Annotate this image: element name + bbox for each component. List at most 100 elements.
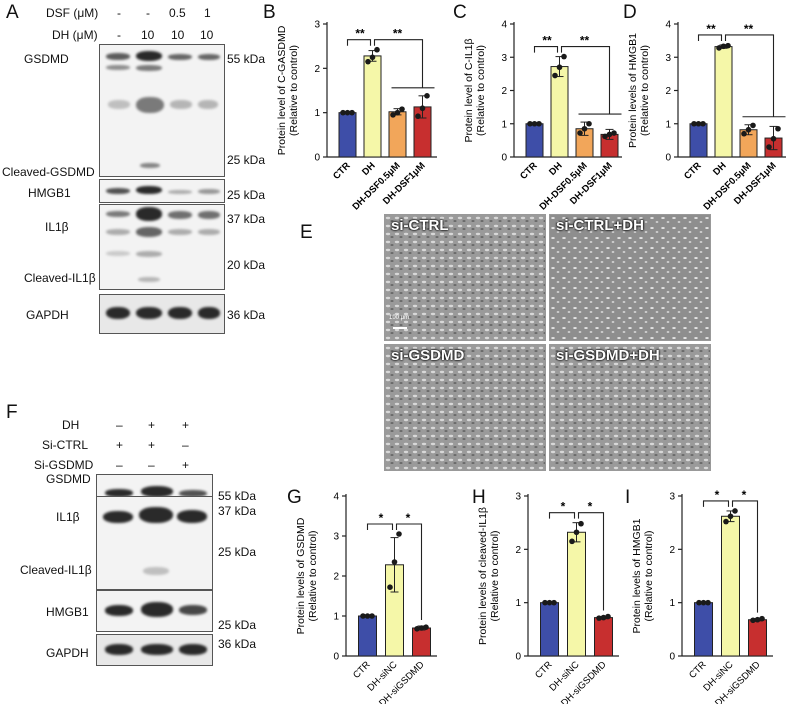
data-point-DH-siNC — [396, 531, 402, 537]
x-tick-label-CTR: CTR — [682, 160, 704, 182]
marker-20kda-a: 20 kDa — [227, 258, 266, 272]
data-point-DH-siNC — [391, 559, 398, 565]
dh-value-lane4: 10 — [200, 28, 214, 42]
scale-bar — [393, 327, 407, 329]
y-tick-label: 0 — [333, 652, 339, 663]
y-axis-label-line-2: (Relative to control) — [639, 45, 651, 136]
micrograph-label-si-gsdmd: si-GSDMD — [391, 347, 465, 364]
y-tick-label: 1 — [515, 598, 521, 609]
data-point-DH — [374, 46, 380, 53]
data-point-DH-DSF1μM — [424, 93, 430, 99]
dsf-value-lane1: - — [117, 6, 121, 20]
y-tick-label: 0 — [665, 153, 671, 164]
y-tick-label: 1 — [669, 598, 675, 609]
data-point-DH-siGSDMD — [600, 614, 607, 621]
significance-bracket-1 — [366, 523, 394, 530]
bar-DH — [714, 46, 733, 158]
y-tick-label: 2 — [515, 545, 521, 556]
data-point-CTR — [360, 613, 366, 619]
data-point-DH-siGSDMD — [759, 615, 765, 622]
data-point-CTR — [546, 599, 553, 606]
label-hmgb1-a: HMGB1 — [28, 186, 71, 200]
data-point-CTR — [531, 120, 538, 127]
significance-mark-2: * — [588, 500, 593, 514]
y-tick-label: 4 — [333, 492, 339, 503]
label-il1b-a: IL1β — [45, 220, 69, 234]
data-point-DH-DSF1μM — [611, 130, 617, 136]
data-point-CTR — [700, 120, 706, 127]
f-dh-lane2: + — [148, 418, 156, 432]
data-point-DH-siNC — [387, 584, 393, 590]
x-tick-label-CTR: CTR — [533, 659, 555, 681]
data-point-DH — [556, 64, 563, 71]
data-point-DH-DSF0.5μM — [745, 126, 752, 133]
blot-il1b-a — [99, 204, 225, 290]
micrograph-label-si-ctrl-dh: si-CTRL+DH — [556, 217, 644, 234]
chart-hmgb1-sirna: Protein levels of HMGB1 (Relative to cont… — [631, 488, 773, 704]
x-tick-label-DH: DH — [711, 160, 729, 178]
data-point-DH-DSF1μM — [766, 144, 772, 150]
dsf-value-lane2: - — [146, 6, 150, 20]
significance-bracket-2 — [560, 46, 611, 115]
data-point-DH-siNC — [578, 520, 584, 527]
significance-bracket-2 — [724, 34, 775, 117]
panel-label-d: D — [623, 2, 637, 23]
micrograph-label-si-gsdmd-dh: si-GSDMD+DH — [556, 347, 660, 364]
marker-55kda-a: 55 kDa — [227, 52, 266, 66]
data-point-DH-DSF1μM — [415, 113, 421, 120]
data-point-DH-siGSDMD — [605, 613, 611, 620]
dsf-header-label: DSF (μM) — [46, 6, 99, 20]
x-tick-label-CTR: CTR — [351, 659, 373, 681]
data-point-CTR — [349, 109, 355, 116]
y-tick-label: 3 — [314, 20, 320, 31]
dh-value-lane2: 10 — [141, 28, 155, 42]
f-sigsdmd-lane3: + — [182, 458, 190, 472]
data-point-DH-siNC — [569, 538, 575, 545]
y-axis-label-line-1: Protein levels of HMGB1 — [631, 518, 643, 633]
y-tick-label: 3 — [515, 492, 521, 503]
data-point-DH-siNC — [723, 518, 729, 525]
y-tick-label: 1 — [501, 119, 507, 130]
marker-37kda-a: 37 kDa — [227, 212, 266, 226]
data-point-DH — [720, 43, 727, 50]
data-point-DH-siNC — [573, 529, 580, 536]
bar-DH-siNC — [567, 531, 586, 657]
data-point-DH — [561, 53, 567, 60]
marker-37kda-f: 37 kDa — [218, 504, 257, 518]
y-tick-label: 2 — [501, 86, 507, 97]
label-gsdmd-a: GSDMD — [24, 52, 69, 66]
y-tick-label: 2 — [333, 572, 339, 583]
chart-c-il1b: Protein level of C-IL1β (Relative to cont… — [463, 20, 622, 213]
y-tick-label: 3 — [669, 492, 675, 503]
label-gsdmd-f: GSDMD — [46, 472, 91, 486]
significance-mark-1: ** — [542, 34, 552, 48]
blot-hmgb1-f — [96, 590, 213, 632]
data-point-CTR — [340, 109, 346, 116]
label-il1b-f: IL1β — [56, 510, 80, 524]
data-point-CTR — [691, 120, 697, 127]
data-point-DH-DSF0.5μM — [577, 130, 583, 136]
f-sictrl-lane3: – — [182, 438, 189, 452]
data-point-DH-DSF0.5μM — [399, 106, 405, 112]
data-point-DH-DSF1μM — [606, 131, 613, 138]
y-tick-label: 4 — [665, 20, 671, 31]
data-point-DH-DSF1μM — [602, 133, 608, 140]
y-tick-label: 0 — [501, 153, 507, 164]
y-tick-label: 1 — [333, 612, 339, 623]
data-point-DH-DSF0.5μM — [750, 122, 756, 129]
significance-mark-2: * — [406, 511, 411, 525]
chart-cleaved-il1b-sirna: Protein levels of cleaved-IL1β (Relative … — [477, 492, 619, 704]
marker-25kda-hmgb1-a: 25 kDa — [227, 188, 266, 202]
y-tick-label: 2 — [669, 545, 675, 556]
significance-bracket-2 — [577, 512, 605, 611]
significance-mark-2: ** — [744, 22, 754, 36]
data-point-CTR — [696, 599, 702, 606]
micrograph-si-gsdmd-dh: si-GSDMD+DH — [549, 344, 711, 471]
data-point-DH-DSF0.5μM — [741, 130, 747, 137]
data-point-DH-DSF1μM — [419, 105, 426, 112]
data-point-DH — [716, 45, 722, 51]
bar-DH-DSF0.5μM — [388, 111, 407, 158]
data-point-DH-siNC — [727, 513, 734, 520]
data-point-DH — [369, 54, 376, 61]
y-axis-label-line-2: (Relative to control) — [643, 530, 655, 621]
